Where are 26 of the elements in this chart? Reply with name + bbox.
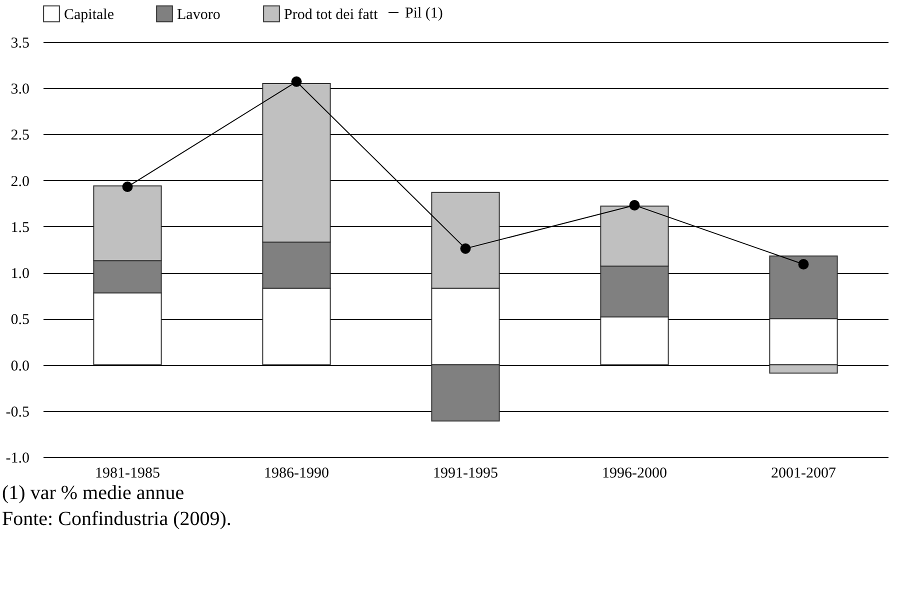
y-tick-label: 3.0 <box>10 82 30 98</box>
legend-label: Pil (1) <box>405 6 443 22</box>
point <box>291 76 302 87</box>
y-tick-label: -0.5 <box>6 404 30 420</box>
point <box>629 200 640 210</box>
source-note: Fonte: Confindustria (2009). <box>1 507 232 532</box>
legend-label: Lavoro <box>177 6 220 23</box>
y-tick-label: 0.0 <box>10 358 30 374</box>
x-tick-label: 1986-1990 <box>264 466 329 482</box>
x-tick-label: 2001-2007 <box>771 466 836 482</box>
point <box>798 259 809 270</box>
y-tick-label: 2.0 <box>10 174 30 190</box>
x-tick-label: 1991-1995 <box>433 466 498 482</box>
legend-label: Capitale <box>64 6 114 23</box>
point <box>122 182 133 192</box>
y-tick-label: 1.0 <box>10 266 30 282</box>
y-tick-label: -1.0 <box>6 450 30 466</box>
y-tick-label: 0.5 <box>10 312 30 328</box>
x-tick-label: 1981-1985 <box>95 466 160 482</box>
text: (1) var % medie annue <box>1 481 186 506</box>
y-tick-label: 3.5 <box>10 36 30 52</box>
legend-label: Prod tot dei fatt <box>284 6 379 23</box>
point <box>460 243 471 254</box>
y-tick-label: 1.5 <box>10 220 30 236</box>
x-tick-label: 1996-2000 <box>602 466 667 482</box>
y-tick-label: 2.5 <box>10 128 30 144</box>
